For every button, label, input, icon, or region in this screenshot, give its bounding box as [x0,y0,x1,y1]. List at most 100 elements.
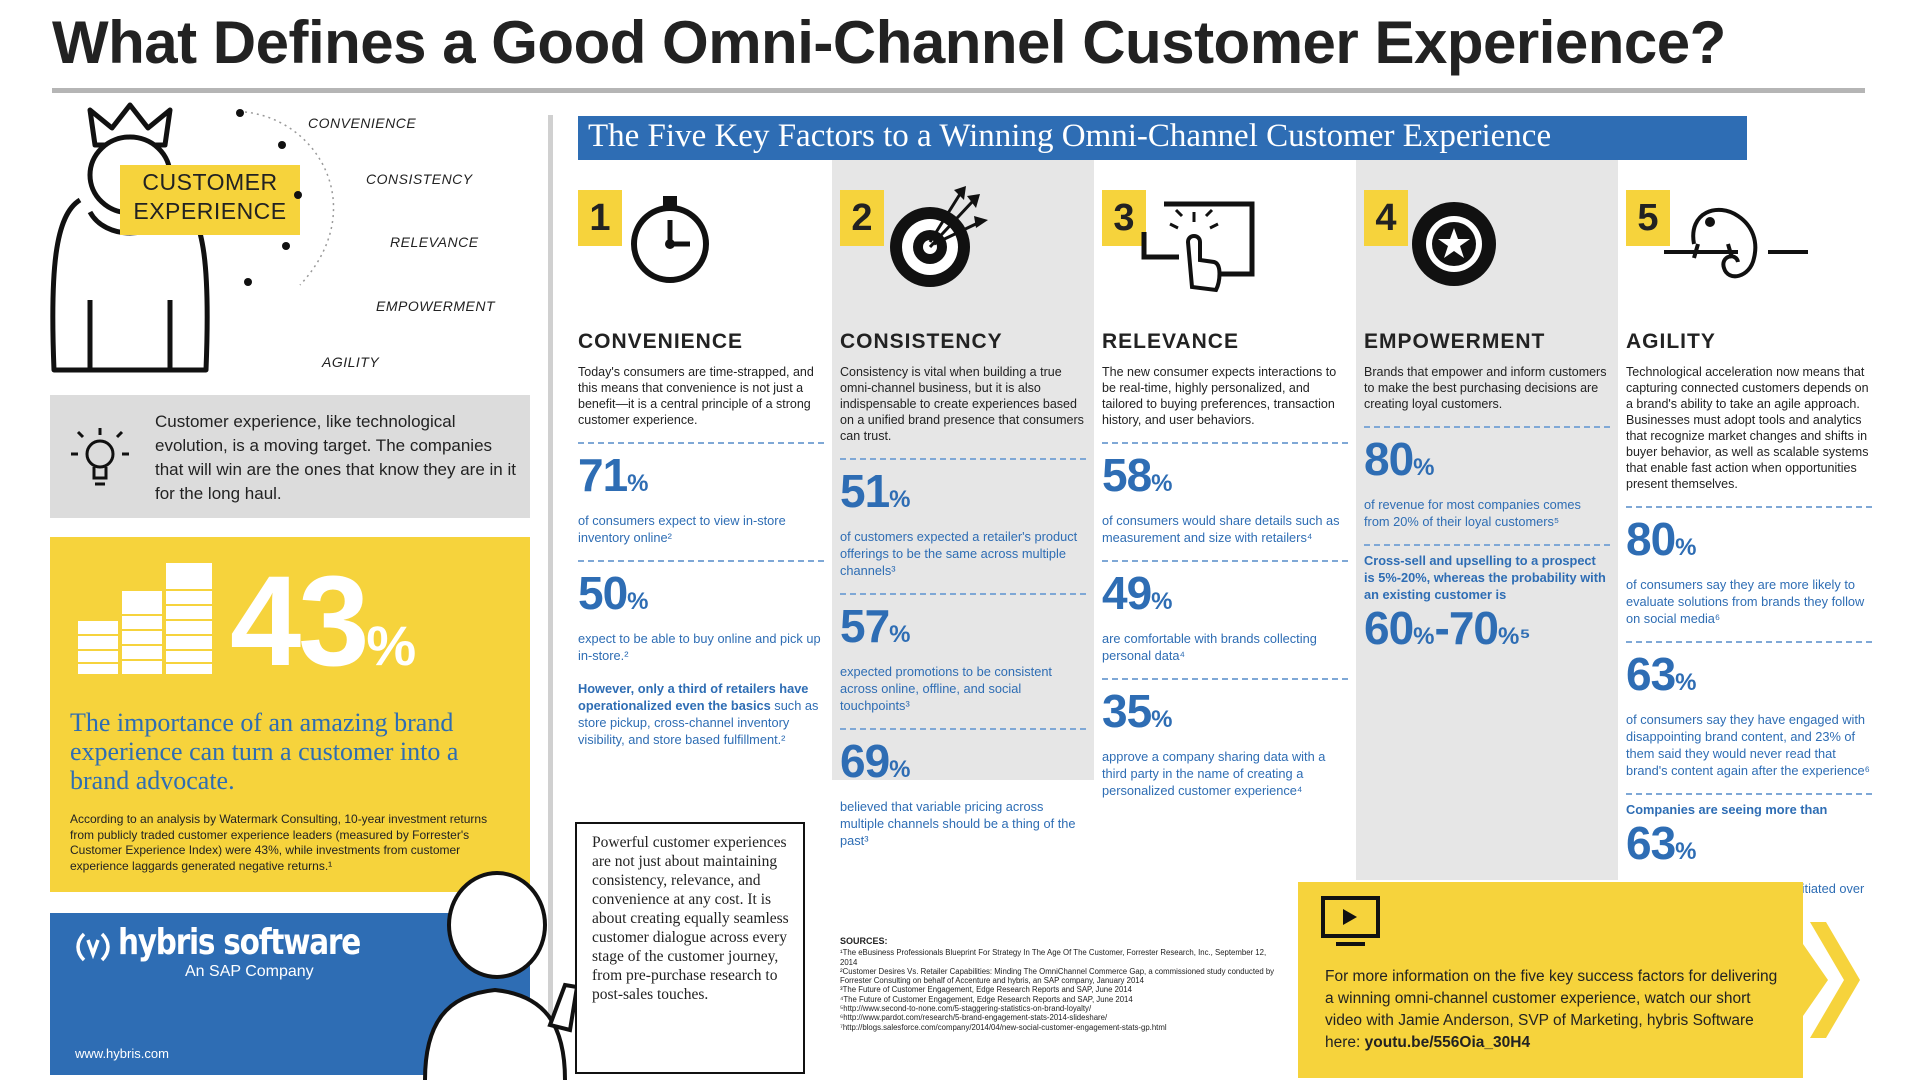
stat-figure: 80% [1626,514,1872,576]
stat-text: approve a company sharing data with a th… [1102,749,1326,798]
icon-shape [87,102,173,148]
stat-text: of revenue for most companies comes from… [1364,497,1581,529]
factor-icon [1412,202,1496,286]
stat: 69% believed that variable pricing across… [840,728,1086,849]
icon-shape [236,109,244,117]
icon-shape [71,428,129,486]
stat-figure: 69% [840,736,1086,798]
sources-title: SOURCES: [840,936,888,946]
highlight-headline: The importance of an amazing brand exper… [70,708,459,795]
figure-unit: % [627,588,649,615]
stat: 80% of consumers say they are more likely… [1626,506,1872,627]
figure-number: 71 [578,449,628,501]
figure-unit: % [889,756,911,783]
figure-unit: %⁵ [1498,623,1531,650]
factor-icon [890,186,988,287]
brand-logo [76,932,110,962]
figure-number: 58 [1102,449,1152,501]
factor-number: 1 [578,190,622,246]
banner [578,116,1747,160]
figure-number: 57 [840,600,890,652]
stat-figure: 57% [840,601,1086,663]
icon-shape [164,561,214,676]
icon-shape [120,589,164,676]
figure-unit: % [1675,838,1697,865]
stat: 51% of customers expected a retailer's pr… [840,458,1086,579]
figure-number: 80 [1626,513,1676,565]
icon-shape [294,191,302,199]
source-item: ³The Future of Customer Engagement, Edge… [840,985,1132,995]
figure-number: 50 [578,567,628,619]
figure-unit: % [627,470,649,497]
icon-shape [77,589,213,664]
factor-description: Technological acceleration now means tha… [1626,365,1869,491]
factor-number: 2 [840,190,884,246]
stat: 58% of consumers would share details such… [1102,442,1348,546]
arc-label: CONSISTENCY [366,171,473,187]
icon-shape [547,982,580,1033]
factor-description: Today's consumers are time-strapped, and… [578,365,814,427]
icon-shape [1164,201,1255,277]
column-divider [548,115,553,1080]
stat-lead: Companies are seeing more than [1626,802,1828,817]
column-background [1356,160,1618,880]
stat-figure: 50% [578,568,824,630]
hero-label-line: CUSTOMER [142,169,278,195]
note-text: such as store pickup, cross-channel inve… [578,698,819,747]
arc-label: EMPOWERMENT [376,298,496,314]
figure-unit: % [1675,669,1697,696]
stat-text: of consumers say they are more likely to… [1626,577,1865,626]
factor-description: Consistency is vital when building a tru… [840,365,1084,443]
video-icon [1321,896,1380,946]
stat: Cross-sell and upselling to a prospect i… [1364,544,1610,665]
coins-icon [76,561,214,676]
stat-text: expect to be able to buy online and pick… [578,631,821,663]
stat-text: believed that variable pricing across mu… [840,799,1076,848]
icon-shape [244,111,335,286]
factor-number: 4 [1364,190,1408,246]
factor-heading: AGILITY [1626,330,1716,353]
factor-description: Brands that empower and inform customers… [1364,365,1607,411]
stat: 35% approve a company sharing data with a… [1102,678,1348,799]
icon-shape [71,428,129,456]
icon-shape [663,196,677,206]
stat-text: of consumers would share details such as… [1102,513,1340,545]
factor-description: The new consumer expects interactions to… [1102,365,1337,427]
note-bold: However, only a third of retailers have … [578,681,809,713]
figure-unit: % [1413,623,1435,650]
brand-tagline: An SAP Company [185,963,314,980]
factor-column: 2 CONSISTENCY Consistency is vital when bu… [834,182,1092,849]
stat: 71% of consumers expect to view in-store … [578,442,824,546]
stat-figure: 71% [578,450,824,512]
figure-number: 35 [1102,685,1152,737]
page-title: What Defines a Good Omni-Channel Custome… [52,9,1726,76]
sources: SOURCES: ¹The eBusiness Professionals Bl… [840,936,1280,1032]
stat-text: of consumers say they have engaged with … [1626,712,1870,778]
banner-title: The Five Key Factors to a Winning Omni-C… [588,118,1552,154]
figure-number: 51 [840,465,890,517]
figure-unit: % [1151,706,1173,733]
icon-shape [423,987,567,1080]
icon-shape [1169,208,1219,230]
stat-text: expected promotions to be consistent acr… [840,664,1052,713]
speaker-figure [423,871,580,1080]
stat: 63% of consumers say they have engaged wi… [1626,641,1872,779]
source-item: ⁶http://www.pardot.com/research/5-brand-… [840,1013,1108,1023]
icon-shape [282,242,290,250]
stat: 49% are comfortable with brands collectin… [1102,560,1348,664]
source-item: ⁷http://blogs.salesforce.com/company/201… [840,1022,1167,1032]
brand-url: www.hybris.com [75,1046,169,1061]
factor-number: 3 [1102,190,1146,246]
icon-shape [85,439,115,469]
stat: 80% of revenue for most companies comes f… [1364,426,1610,530]
stat-figure: 63% [1626,818,1872,880]
hero-figure [50,102,335,373]
stat: 57% expected promotions to be consistent … [840,593,1086,714]
icon-shape [1321,896,1380,938]
factor-heading: CONVENIENCE [578,330,744,353]
icon-shape [76,932,110,962]
hero-label: CUSTOMER EXPERIENCE [120,168,300,226]
figure-unit: % [366,614,417,677]
icon-shape [1705,217,1715,227]
